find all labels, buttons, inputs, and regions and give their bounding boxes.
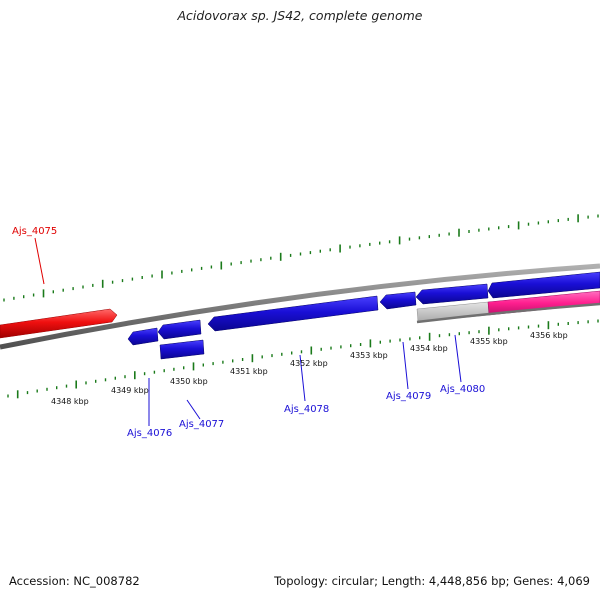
lower-tick-ruler	[7, 319, 599, 399]
kbp-label-4348: 4348 kbp	[51, 397, 89, 406]
gene-pink-feature[interactable]	[487, 290, 600, 316]
page-title: Acidovorax sp. JS42, complete genome	[177, 8, 423, 23]
gene-label-ajs-4078[interactable]: Ajs_4078	[284, 404, 329, 415]
kbp-label-4349: 4349 kbp	[111, 386, 149, 395]
gene-label-ajs-4079[interactable]: Ajs_4079	[386, 391, 431, 402]
leader-ajs-4075	[34, 237, 45, 285]
gene-label-ajs-4075[interactable]: Ajs_4075	[12, 226, 57, 237]
kbp-label-4354: 4354 kbp	[410, 344, 448, 353]
gene-ajs-4078[interactable]	[207, 295, 379, 332]
kbp-label-4351: 4351 kbp	[230, 367, 268, 376]
genome-stats-text: Topology: circular; Length: 4,448,856 bp…	[274, 574, 590, 588]
kbp-label-4355: 4355 kbp	[470, 337, 508, 346]
kbp-label-4350: 4350 kbp	[170, 377, 208, 386]
gene-label-ajs-4077[interactable]: Ajs_4077	[179, 419, 224, 430]
gene-label-ajs-4080[interactable]: Ajs_4080	[440, 384, 485, 395]
gene-ajs-4075[interactable]	[0, 308, 118, 339]
gene-blue-right[interactable]	[487, 271, 600, 299]
gene-ajs-4076[interactable]	[127, 327, 159, 346]
genome-backbone	[0, 263, 600, 350]
accession-text: Accession: NC_008782	[9, 574, 140, 588]
leader-ajs-4079	[402, 341, 409, 390]
kbp-label-4352: 4352 kbp	[290, 359, 328, 368]
gene-label-ajs-4076[interactable]: Ajs_4076	[127, 428, 172, 439]
gene-ajs-4079[interactable]	[379, 291, 417, 310]
kbp-label-4353: 4353 kbp	[350, 351, 388, 360]
kbp-label-4356: 4356 kbp	[530, 331, 568, 340]
upper-tick-ruler	[3, 214, 599, 302]
leader-ajs-4077	[186, 399, 201, 420]
leader-ajs-4080	[454, 334, 462, 383]
gene-ajs-4077-part[interactable]	[159, 339, 205, 360]
gene-ajs-4080[interactable]	[415, 283, 489, 305]
second-track-backbone	[416, 302, 600, 324]
gene-ajs-4077[interactable]	[157, 319, 202, 340]
leader-ajs-4078	[299, 354, 306, 402]
